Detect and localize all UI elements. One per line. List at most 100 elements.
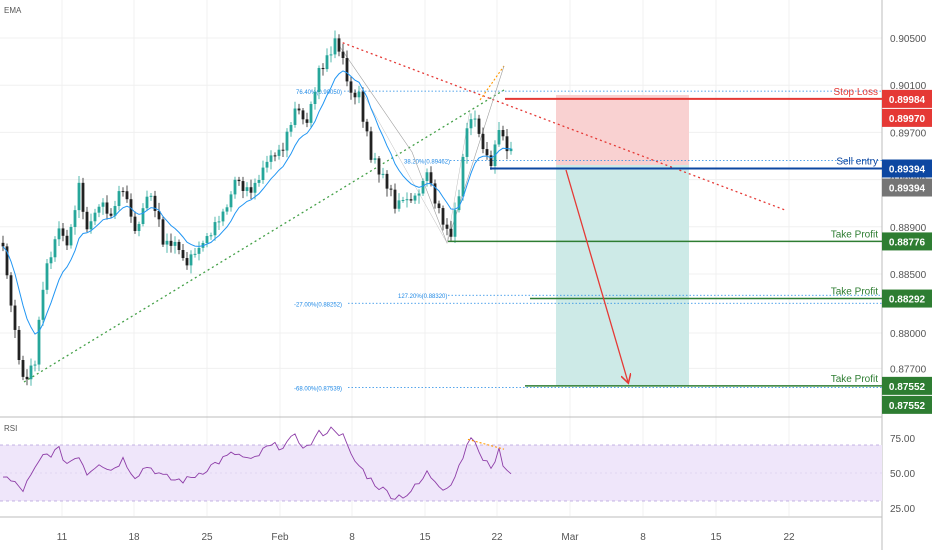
candle-body bbox=[205, 236, 209, 244]
candle-body bbox=[501, 130, 505, 137]
take-profit-3-label: Take Profit bbox=[831, 374, 878, 385]
candle-body bbox=[253, 182, 257, 193]
ema-indicator-label[interactable]: EMA bbox=[4, 6, 22, 15]
candle-body bbox=[141, 208, 145, 225]
stop-loss-tag-bg bbox=[882, 89, 932, 108]
candle-body bbox=[281, 149, 285, 151]
candle-body bbox=[329, 54, 333, 56]
candle-body bbox=[237, 179, 241, 182]
candle-body bbox=[117, 191, 121, 207]
risk-zone bbox=[556, 95, 689, 165]
candle-body bbox=[385, 173, 389, 189]
candle-body bbox=[489, 155, 493, 166]
sell-entry-tag-bg bbox=[882, 159, 932, 178]
candle-body bbox=[277, 149, 281, 156]
candle-body bbox=[57, 228, 61, 240]
candle-body bbox=[349, 81, 353, 93]
take-profit-3-tag: 0.87552 bbox=[889, 382, 926, 393]
take-profit-3-tag-bg bbox=[882, 376, 932, 395]
candle-body bbox=[293, 108, 297, 125]
time-tick-label: 15 bbox=[710, 532, 722, 543]
take-profit-3b-tag-bg bbox=[882, 395, 932, 414]
candle-body bbox=[125, 191, 129, 200]
time-tick-label: 11 bbox=[57, 532, 68, 543]
fib-layer: 76.40%(0.90050)38.20%(0.89462)127.20%(0.… bbox=[294, 90, 882, 392]
level-lines: Stop Loss Sell entry Take Profit Take Profi… bbox=[448, 87, 882, 387]
pattern-line bbox=[359, 87, 471, 244]
price-tick-label: 0.88900 bbox=[890, 223, 927, 234]
rsi-tick-label: 75.00 bbox=[890, 434, 915, 445]
down-arrow bbox=[565, 169, 628, 382]
candle-body bbox=[265, 161, 269, 168]
time-tick-label: 22 bbox=[491, 532, 503, 543]
candle-body bbox=[417, 193, 421, 196]
candle-body bbox=[21, 360, 25, 377]
candle-body bbox=[381, 173, 385, 175]
candle-body bbox=[209, 235, 213, 237]
candle-body bbox=[285, 131, 289, 151]
time-tick-label: 8 bbox=[640, 532, 646, 543]
ema-line bbox=[2, 70, 511, 335]
candle-body bbox=[77, 182, 81, 211]
candle-body bbox=[369, 131, 373, 160]
candle-body bbox=[405, 199, 409, 201]
candle-body bbox=[481, 133, 485, 150]
candle-body bbox=[341, 51, 345, 59]
candle-body bbox=[421, 180, 425, 194]
sell-entry-label: Sell entry bbox=[836, 157, 878, 168]
orange-trendline bbox=[479, 65, 505, 101]
time-tick-label: 18 bbox=[128, 532, 140, 543]
rsi-indicator-label[interactable]: RSI bbox=[4, 424, 18, 433]
candle-body bbox=[257, 180, 261, 183]
candle-body bbox=[497, 130, 501, 145]
candle-body bbox=[1, 242, 5, 247]
candle-body bbox=[49, 257, 53, 264]
entry-gray-tag-bg bbox=[882, 178, 932, 197]
candle-body bbox=[433, 183, 437, 204]
candle-body bbox=[241, 181, 245, 192]
candle-body bbox=[113, 206, 117, 216]
candle-body bbox=[217, 221, 221, 223]
candle-body bbox=[373, 158, 377, 160]
candle-body bbox=[13, 305, 17, 330]
candle-body bbox=[409, 199, 413, 201]
take-profit-2-tag-bg bbox=[882, 289, 932, 308]
candle-body bbox=[269, 155, 273, 162]
candle-body bbox=[153, 195, 157, 211]
candle-body bbox=[317, 67, 321, 93]
candle-body bbox=[301, 110, 305, 120]
candle-body bbox=[445, 224, 449, 229]
candle-body bbox=[261, 167, 265, 181]
candle-body bbox=[221, 211, 225, 222]
candle-body bbox=[325, 55, 329, 70]
candle-body bbox=[357, 91, 361, 98]
time-tick-label: Mar bbox=[561, 532, 579, 543]
candle-body bbox=[233, 179, 237, 195]
take-profit-1-tag: 0.88776 bbox=[889, 237, 926, 248]
candle-body bbox=[465, 128, 469, 157]
candle-body bbox=[193, 253, 197, 255]
candle-body bbox=[313, 92, 317, 105]
candle-body bbox=[509, 148, 513, 152]
fib-label: 38.20%(0.89462) bbox=[404, 159, 450, 165]
fib-label: -68.00%(0.87539) bbox=[294, 386, 342, 392]
candle-body bbox=[365, 121, 369, 132]
rsi-line bbox=[2, 426, 512, 500]
time-tick-label: 15 bbox=[419, 532, 431, 543]
rsi-tick-label: 50.00 bbox=[890, 469, 915, 480]
candle-body bbox=[173, 241, 177, 246]
candle-body bbox=[337, 38, 341, 52]
candle-body bbox=[145, 196, 149, 209]
candle-body bbox=[109, 213, 113, 216]
candle-body bbox=[441, 208, 445, 225]
candle-body bbox=[169, 240, 173, 246]
last-price-tag: 0.89970 bbox=[889, 114, 926, 125]
time-tick-label: 25 bbox=[201, 532, 213, 543]
candle-body bbox=[473, 118, 477, 120]
candle-body bbox=[61, 228, 65, 236]
candle-body bbox=[377, 158, 381, 175]
candle-body bbox=[165, 240, 169, 245]
candle-body bbox=[249, 187, 253, 193]
candle-body bbox=[393, 189, 397, 209]
